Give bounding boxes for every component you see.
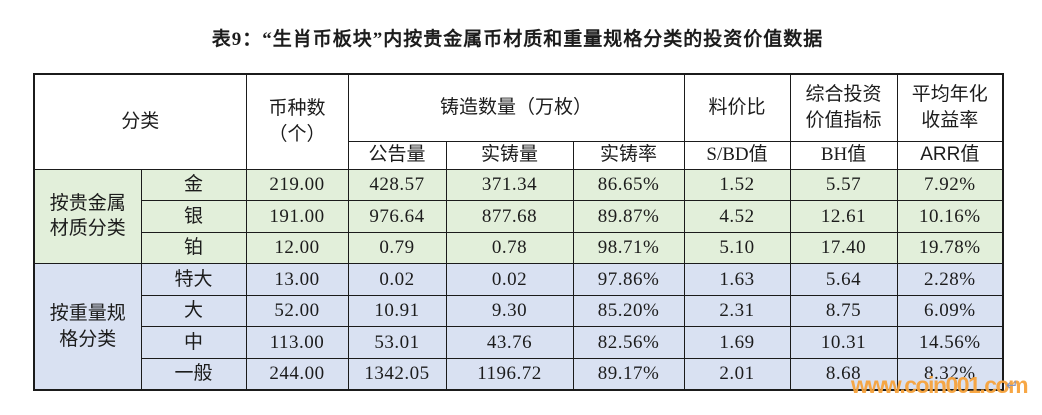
cell-announced: 1342.05	[347, 358, 447, 391]
cell-actual: 0.02	[445, 263, 574, 296]
header-minted-rate: 实铸率	[572, 140, 685, 170]
cell-coin-count: 13.00	[245, 263, 349, 296]
cell-sbd: 1.69	[683, 326, 791, 360]
row-label: 一般	[140, 358, 247, 391]
header-sbd-value: S/BD值	[683, 140, 791, 170]
cell-arr: 8.32%	[896, 358, 1004, 391]
cell-sbd: 4.52	[683, 200, 791, 233]
cell-rate: 98.71%	[572, 231, 685, 265]
row-label: 特大	[140, 263, 247, 296]
header-arr-value: ARR值	[896, 140, 1004, 170]
group-label-weight: 按重量规 格分类	[33, 263, 142, 391]
cell-arr: 2.28%	[896, 263, 1004, 296]
cell-rate: 89.87%	[572, 200, 685, 233]
cell-bh: 10.31	[789, 326, 898, 360]
header-row-1: 分类 币种数 （个） 铸造数量（万枚） 料价比 综合投资 价值指标 平均年化 收…	[33, 73, 1004, 170]
table-row-large: 大 52.00 10.91 9.30 85.20% 2.31 8.75 6.09…	[34, 294, 1004, 328]
header-row-2: 公告量 实铸量 实铸率 S/BD值 BH值 ARR值	[34, 140, 1004, 170]
row-label: 铂	[140, 231, 247, 265]
cell-announced: 428.57	[347, 168, 447, 202]
header-announced: 公告量	[347, 140, 447, 170]
header-composite-index: 综合投资 价值指标	[789, 73, 898, 142]
row-label: 银	[140, 200, 247, 233]
cell-actual: 9.30	[445, 294, 574, 328]
cell-rate: 86.65%	[572, 168, 685, 202]
cell-rate: 82.56%	[572, 326, 685, 360]
cell-sbd: 5.10	[683, 231, 791, 265]
cell-bh: 8.68	[789, 358, 898, 391]
cell-announced: 0.02	[347, 263, 447, 296]
cell-coin-count: 244.00	[245, 358, 349, 391]
cell-bh: 5.64	[789, 263, 898, 296]
cell-coin-count: 113.00	[245, 326, 349, 360]
header-annualized-return: 平均年化 收益率	[896, 73, 1004, 142]
table-row-gold: 按贵金属 材质分类 金 219.00 428.57 371.34 86.65% …	[33, 168, 1004, 265]
header-actual-minted: 实铸量	[445, 140, 574, 170]
row-label: 中	[140, 326, 247, 360]
header-category: 分类	[33, 73, 247, 170]
investment-value-table: 分类 币种数 （个） 铸造数量（万枚） 料价比 综合投资 价值指标 平均年化 收…	[33, 73, 1005, 392]
cell-announced: 0.79	[347, 231, 447, 265]
cell-coin-count: 191.00	[245, 200, 349, 233]
cell-announced: 53.01	[347, 326, 447, 360]
cell-sbd: 1.52	[683, 168, 791, 202]
cell-actual: 371.34	[445, 168, 574, 202]
table-row-platinum: 铂 12.00 0.79 0.78 98.71% 5.10 17.40 19.7…	[34, 231, 1004, 265]
header-price-ratio: 料价比	[683, 73, 791, 142]
header-mintage: 铸造数量（万枚）	[347, 73, 685, 142]
cell-actual: 43.76	[445, 326, 574, 360]
cell-rate: 89.17%	[572, 358, 685, 391]
cell-arr: 19.78%	[896, 231, 1004, 265]
header-coin-count: 币种数 （个）	[245, 73, 349, 170]
cell-sbd: 1.63	[683, 263, 791, 296]
cell-announced: 976.64	[347, 200, 447, 233]
watermark-text: www.coin001.com	[851, 372, 1029, 398]
table-row-general: 一般 244.00 1342.05 1196.72 89.17% 2.01 8.…	[34, 358, 1004, 391]
line-break-mark: ↵	[1006, 376, 1019, 394]
row-label: 金	[140, 168, 247, 202]
cell-sbd: 2.01	[683, 358, 791, 391]
cell-bh: 12.61	[789, 200, 898, 233]
cell-coin-count: 12.00	[245, 231, 349, 265]
cell-bh: 17.40	[789, 231, 898, 265]
cell-arr: 14.56%	[896, 326, 1004, 360]
cell-coin-count: 219.00	[245, 168, 349, 202]
cell-actual: 0.78	[445, 231, 574, 265]
cell-rate: 97.86%	[572, 263, 685, 296]
cell-actual: 877.68	[445, 200, 574, 233]
cell-bh: 5.57	[789, 168, 898, 202]
table-caption: 表9：“生肖币板块”内按贵金属币材质和重量规格分类的投资价值数据	[211, 29, 824, 50]
cell-announced: 10.91	[347, 294, 447, 328]
table-row-extra-large: 按重量规 格分类 特大 13.00 0.02 0.02 97.86% 1.63 …	[33, 263, 1004, 391]
header-bh-value: BH值	[789, 140, 898, 170]
group-label-metal: 按贵金属 材质分类	[33, 168, 142, 265]
cell-sbd: 2.31	[683, 294, 791, 328]
table-row-silver: 银 191.00 976.64 877.68 89.87% 4.52 12.61…	[34, 200, 1004, 233]
cell-coin-count: 52.00	[245, 294, 349, 328]
cell-bh: 8.75	[789, 294, 898, 328]
cell-rate: 85.20%	[572, 294, 685, 328]
row-label: 大	[140, 294, 247, 328]
cell-arr: 10.16%	[896, 200, 1004, 233]
cell-arr: 7.92%	[896, 168, 1004, 202]
cell-arr: 6.09%	[896, 294, 1004, 328]
table-row-medium: 中 113.00 53.01 43.76 82.56% 1.69 10.31 1…	[34, 326, 1004, 360]
cell-actual: 1196.72	[445, 358, 574, 391]
